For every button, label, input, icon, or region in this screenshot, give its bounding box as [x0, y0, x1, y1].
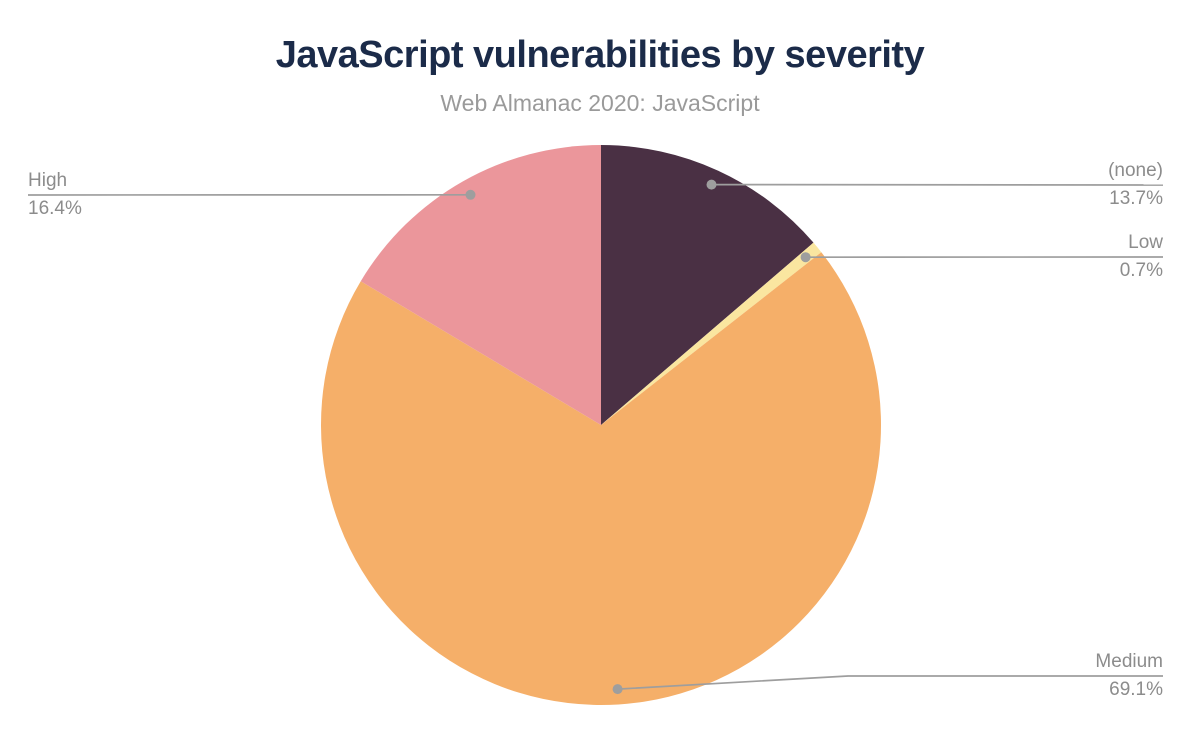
chart-title: JavaScript vulnerabilities by severity: [275, 34, 925, 76]
leader-dot: [706, 179, 717, 190]
slice-label-name: (none): [1108, 160, 1163, 181]
leader-dot: [800, 252, 811, 263]
slice-label-none: (none) 13.7%: [943, 159, 1163, 211]
slice-label-low: Low 0.7%: [943, 231, 1163, 283]
slice-label-percent: 69.1%: [1109, 679, 1163, 700]
chart-subtitle: Web Almanac 2020: JavaScript: [440, 90, 760, 116]
slice-label-medium: Medium 69.1%: [943, 650, 1163, 702]
pie-slice-medium[interactable]: [320, 252, 881, 705]
pie-slice-low[interactable]: [601, 242, 822, 425]
leader-line: [617, 675, 1163, 690]
slice-label-percent: 0.7%: [1119, 260, 1163, 281]
slice-label-name: High: [28, 170, 68, 191]
slice-label-high: High 16.4%: [28, 169, 248, 221]
slice-label-percent: 16.4%: [28, 198, 82, 219]
pie-slice-high[interactable]: [360, 144, 601, 425]
slice-label-name: Medium: [1095, 651, 1163, 672]
leader-dot: [465, 189, 476, 200]
pie-slice-none[interactable]: [601, 145, 814, 425]
leader-dot: [612, 684, 623, 695]
slice-label-percent: 13.7%: [1109, 188, 1163, 209]
slice-label-name: Low: [1128, 232, 1163, 253]
